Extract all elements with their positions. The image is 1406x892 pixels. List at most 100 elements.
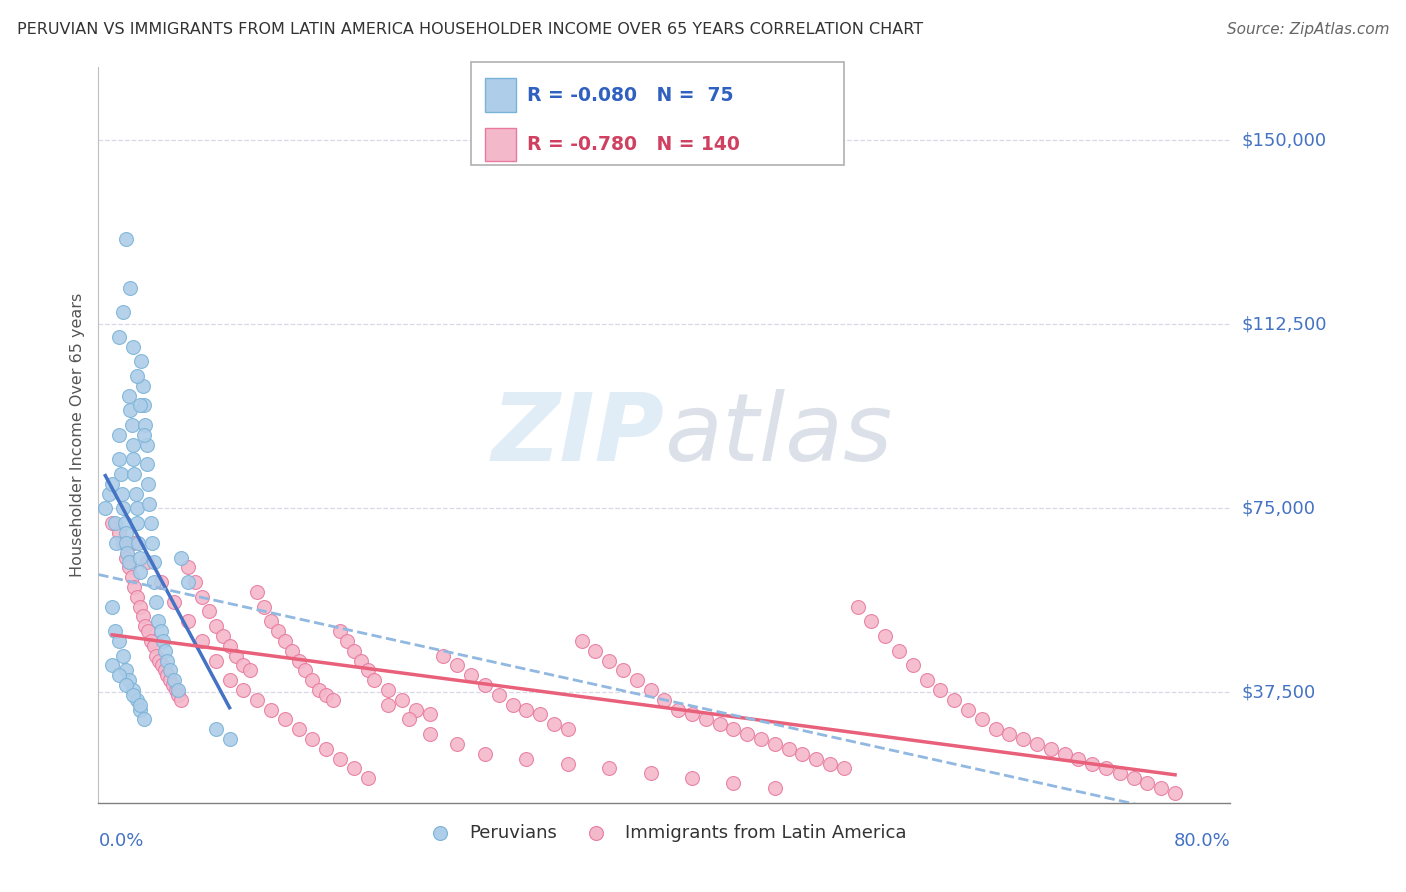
Point	[1122, 771, 1144, 786]
Point	[246, 692, 269, 706]
Point	[1081, 756, 1104, 771]
Point	[204, 723, 226, 737]
Point	[956, 703, 979, 717]
Point	[120, 403, 142, 417]
Point	[132, 712, 155, 726]
Point	[115, 664, 138, 678]
Point	[177, 575, 200, 590]
Point	[114, 516, 136, 530]
Point	[136, 624, 159, 639]
Point	[557, 756, 579, 771]
Point	[112, 501, 135, 516]
Point	[405, 703, 427, 717]
Point	[322, 692, 344, 706]
Point	[122, 339, 145, 353]
Point	[115, 550, 138, 565]
Point	[132, 398, 155, 412]
Point	[792, 747, 814, 761]
Point	[141, 535, 163, 549]
Point	[167, 688, 190, 702]
Point	[135, 457, 157, 471]
Point	[446, 658, 468, 673]
Point	[1039, 742, 1062, 756]
Point	[287, 653, 309, 667]
Point	[136, 476, 159, 491]
Point	[239, 664, 262, 678]
Point	[139, 516, 162, 530]
Text: 0.0%: 0.0%	[98, 832, 143, 850]
Point	[112, 305, 135, 319]
Point	[529, 707, 551, 722]
Point	[267, 624, 290, 639]
Point	[118, 673, 141, 687]
Point	[115, 231, 138, 245]
Point	[148, 653, 170, 667]
Point	[156, 668, 179, 682]
Point	[108, 525, 131, 540]
Point	[150, 658, 173, 673]
Point	[125, 516, 148, 530]
Point	[1095, 762, 1118, 776]
Point	[204, 653, 226, 667]
Point	[666, 703, 689, 717]
Point	[128, 698, 150, 712]
Point	[125, 369, 148, 384]
Point	[134, 619, 156, 633]
Point	[419, 727, 441, 741]
Point	[1053, 747, 1076, 761]
Point	[1067, 751, 1090, 765]
Point	[832, 762, 855, 776]
Point	[149, 624, 172, 639]
Point	[135, 555, 157, 570]
Point	[128, 703, 150, 717]
Point	[218, 731, 240, 746]
Point	[104, 516, 127, 530]
Point	[153, 644, 176, 658]
Point	[211, 629, 233, 643]
Point	[115, 678, 138, 692]
Point	[652, 692, 676, 706]
Point	[343, 644, 366, 658]
Point	[246, 585, 269, 599]
Point	[101, 516, 124, 530]
Point	[131, 609, 153, 624]
Point	[159, 673, 181, 687]
Point	[336, 633, 359, 648]
Point	[115, 535, 138, 549]
Point	[329, 751, 352, 765]
Point	[709, 717, 731, 731]
Point	[218, 639, 240, 653]
Point	[315, 688, 337, 702]
Point	[681, 771, 703, 786]
Point	[1164, 786, 1187, 800]
Point	[875, 629, 897, 643]
Text: Source: ZipAtlas.com: Source: ZipAtlas.com	[1226, 22, 1389, 37]
Point	[191, 590, 214, 604]
Point	[110, 467, 132, 482]
Point	[117, 545, 139, 560]
Point	[363, 673, 385, 687]
Text: $112,500: $112,500	[1241, 316, 1327, 334]
Point	[163, 594, 186, 608]
Point	[488, 688, 510, 702]
Point	[118, 560, 141, 574]
Point	[943, 692, 966, 706]
Point	[583, 644, 606, 658]
Text: ZIP: ZIP	[492, 389, 665, 481]
Point	[571, 633, 593, 648]
Point	[695, 712, 717, 726]
Point	[125, 590, 148, 604]
Point	[145, 648, 167, 663]
Point	[198, 605, 221, 619]
Point	[105, 535, 128, 549]
Point	[1026, 737, 1049, 751]
Point	[177, 560, 200, 574]
Point	[122, 437, 145, 451]
Point	[915, 673, 938, 687]
Point	[253, 599, 276, 614]
Point	[125, 692, 148, 706]
Point	[543, 717, 565, 731]
Point	[356, 771, 378, 786]
Point	[121, 570, 143, 584]
Legend: Peruvians, Immigrants from Latin America: Peruvians, Immigrants from Latin America	[415, 816, 914, 849]
